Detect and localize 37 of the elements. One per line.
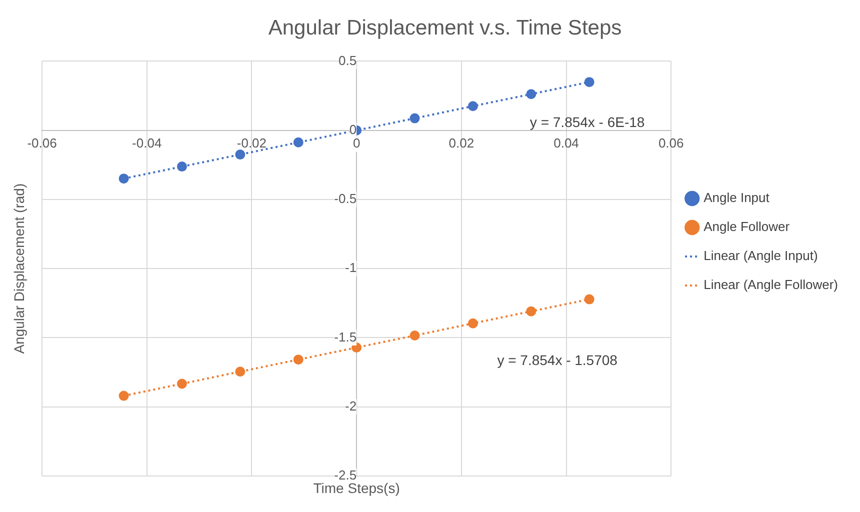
y-tick-label: 0.5: [338, 52, 357, 68]
point: [118, 174, 129, 184]
x-tick-label: -0.04: [132, 136, 162, 151]
point: [293, 354, 304, 365]
point: [293, 137, 304, 148]
point: [468, 101, 478, 112]
point: [176, 162, 187, 172]
x-tick-label: 0.06: [658, 136, 684, 151]
y-axis-title: Angular Displacement (rad): [10, 183, 27, 354]
chart-title: Angular Displacement v.s. Time Steps: [268, 16, 622, 40]
legend-label: Angle Follower: [704, 219, 790, 234]
y-tick-label: 0: [349, 122, 357, 137]
legend-label: Linear (Angle Input): [704, 248, 818, 264]
annotation: y = 7.854x - 1.5708: [497, 352, 618, 368]
legend-label: Linear (Angle Follower): [704, 277, 838, 292]
point: [118, 390, 129, 401]
annotation: y = 7.854x - 6E-18: [530, 114, 645, 130]
x-tick-label: 0.02: [448, 136, 474, 151]
point: [235, 150, 246, 160]
point: [176, 378, 187, 389]
x-tick-label: -0.02: [236, 136, 267, 151]
y-tick-label: -0.5: [334, 191, 357, 206]
point: [584, 77, 594, 88]
y-tick-label: -2.5: [334, 468, 357, 483]
point: [468, 318, 478, 328]
y-tick-label: -1: [344, 260, 357, 276]
point: [235, 366, 246, 377]
point: [410, 330, 420, 341]
point: [526, 89, 536, 100]
point: [410, 113, 420, 124]
point: [584, 294, 594, 304]
x-tick-label: 0.04: [554, 136, 579, 151]
x-tick-label: -0.06: [27, 136, 57, 151]
legend-label: Angle Input: [704, 190, 770, 206]
y-tick-label: -2: [344, 398, 357, 414]
point: [526, 306, 536, 316]
y-tick-label: -1.5: [334, 329, 357, 344]
